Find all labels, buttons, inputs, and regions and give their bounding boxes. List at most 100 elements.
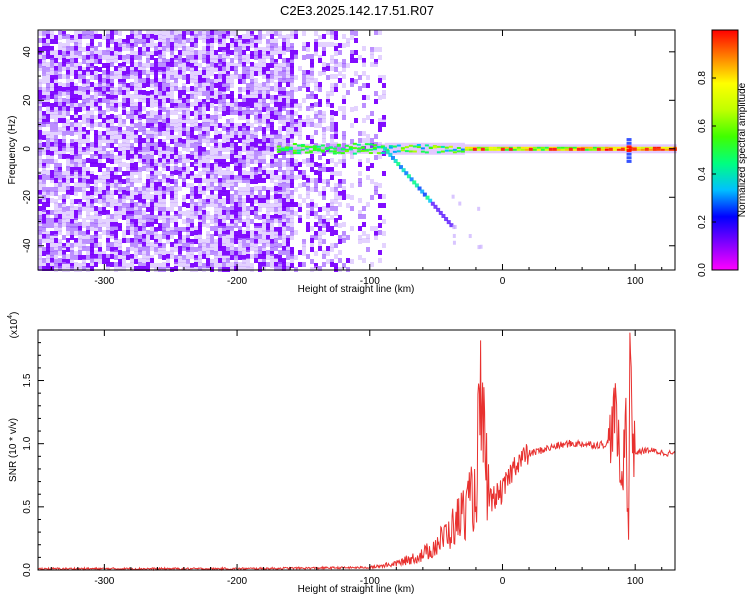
spectrogram-cell <box>226 207 230 212</box>
spectrogram-cell <box>210 239 214 244</box>
spectrogram-cell <box>428 198 433 203</box>
spectrogram-cell <box>274 186 278 191</box>
spectrogram-cell <box>66 38 70 43</box>
spectrogram-cell <box>226 263 230 268</box>
spectrogram-cell <box>242 50 246 55</box>
spectrogram-cell <box>636 148 641 151</box>
spectrogram-cell <box>142 250 146 255</box>
spectrogram-cell <box>206 266 210 271</box>
spectrogram-cell <box>592 146 597 149</box>
spectrogram-cell <box>50 198 54 203</box>
spectrogram-cell <box>290 71 294 76</box>
spectrogram-cell <box>182 158 186 163</box>
spectrogram-cell <box>346 63 350 68</box>
spectrogram-cell <box>326 179 330 184</box>
spectrogram-cell <box>98 219 102 224</box>
spectrogram-cell <box>528 147 533 151</box>
spectrogram-cell <box>306 214 310 219</box>
spectrogram-cell <box>274 246 278 251</box>
spectrogram-cell <box>190 63 194 68</box>
spectrogram-cell <box>258 262 262 267</box>
spectrogram-cell <box>626 149 632 152</box>
spectrogram-cell <box>274 75 278 80</box>
spectrogram-cell <box>86 46 90 51</box>
spectrogram-cell <box>110 262 114 267</box>
spectrogram-cell <box>348 148 353 151</box>
spectrogram-cell <box>198 194 202 199</box>
spectrogram-cell <box>282 175 286 180</box>
spectrogram-cell <box>70 250 74 255</box>
spectrogram-cell <box>138 107 142 112</box>
spectrogram-cell <box>210 198 214 203</box>
spectrogram-cell <box>222 143 226 148</box>
spectrogram-cell <box>330 30 334 35</box>
spectrogram-cell <box>38 130 42 135</box>
spectrogram-cell <box>182 90 186 95</box>
spectrogram-cell <box>206 231 210 236</box>
spectrogram-cell <box>226 154 230 159</box>
spectrogram-cell <box>66 211 70 216</box>
spectrogram-cell <box>162 255 166 260</box>
spectrogram-cell <box>70 106 74 111</box>
spectrogram-cell <box>304 151 309 154</box>
spectrogram-cell <box>306 78 310 83</box>
spectrogram-cell <box>380 143 385 154</box>
spectrogram-cell <box>620 147 625 151</box>
spectrogram-cell <box>66 206 70 211</box>
spectrogram-cell <box>374 30 378 35</box>
spectrogram-cell <box>290 43 294 48</box>
spectrogram-cell <box>122 235 126 240</box>
spectrogram-cell <box>146 234 150 239</box>
spectrogram-cell <box>230 194 234 199</box>
spectrogram-cell <box>138 242 142 247</box>
spectrogram-cell <box>214 146 218 151</box>
spectrogram-cell <box>548 147 553 151</box>
spectrogram-cell <box>230 58 234 63</box>
spectrogram-cell <box>254 231 258 236</box>
spectrogram-cell <box>170 55 174 60</box>
spectrogram-cell <box>86 115 90 120</box>
spectrogram-cell <box>322 219 326 224</box>
spectrogram-cell <box>378 55 382 60</box>
spectrogram-cell <box>94 175 98 180</box>
spectrogram-cell <box>278 34 282 39</box>
spectrogram-cell <box>70 46 74 51</box>
spectrogram-cell <box>218 151 222 156</box>
spectrogram-cell <box>134 154 138 159</box>
spectrogram-cell <box>110 99 114 104</box>
spectrogram-cell <box>54 247 58 252</box>
spectrogram-cell <box>254 179 258 184</box>
spectrogram-cell <box>178 231 182 236</box>
spectrogram-cell <box>162 158 166 163</box>
spectrogram-cell <box>86 234 90 239</box>
spectrogram-cell <box>58 146 62 151</box>
spectrogram-cell <box>258 174 262 179</box>
spectrogram-cell <box>78 139 82 144</box>
spectrogram-cell <box>286 74 290 79</box>
spectrogram-cell <box>342 106 346 111</box>
spectrogram-cell <box>106 135 110 140</box>
spectrogram-cell <box>82 183 86 188</box>
spectrogram-cell <box>138 226 142 231</box>
spectrogram-cell <box>50 135 54 140</box>
spectrogram-cell <box>242 46 246 51</box>
spectrogram-cell <box>90 63 94 68</box>
spectrogram-cell <box>126 255 130 260</box>
spectrogram-cell <box>58 151 62 156</box>
spectrogram-cell <box>206 183 210 188</box>
spectrogram-cell <box>242 123 246 128</box>
spectrogram-cell <box>338 147 342 152</box>
spectrogram-cell <box>330 243 334 248</box>
spectrogram-cell <box>218 238 222 243</box>
spectrogram-cell <box>202 178 206 183</box>
spectrogram-cell <box>202 167 206 172</box>
spectrogram-cell <box>202 147 206 152</box>
spectrogram-cell <box>146 174 150 179</box>
spectrogram-cell <box>210 250 214 255</box>
spectrogram-cell <box>146 98 150 103</box>
spectrogram-cell <box>78 51 82 56</box>
spectrogram-cell <box>276 145 281 148</box>
spectrogram-cell <box>110 83 114 88</box>
spectrogram-cell <box>270 187 274 192</box>
spectrogram-cell <box>74 66 78 71</box>
